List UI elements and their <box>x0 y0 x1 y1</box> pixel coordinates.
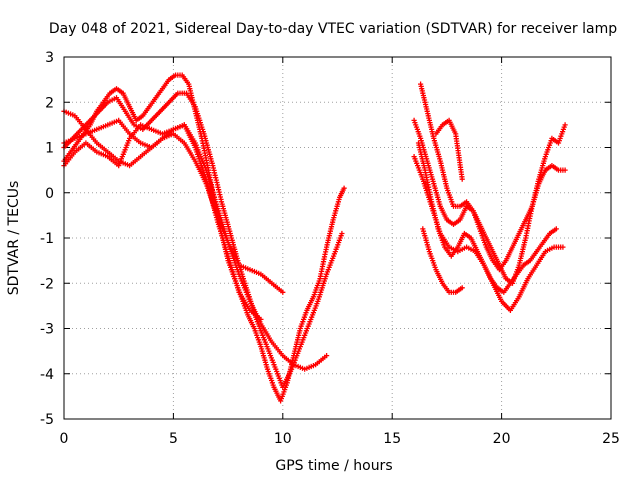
data-point <box>562 167 568 173</box>
data-point <box>209 198 215 204</box>
data-point <box>258 316 264 323</box>
data-points <box>61 72 568 404</box>
x-tick-label: 20 <box>493 431 511 447</box>
data-point <box>212 210 218 216</box>
y-axis-label: SDTVAR / TECUs <box>6 181 22 296</box>
data-point <box>280 289 286 295</box>
y-tick-label: -1 <box>40 231 54 247</box>
y-tick-label: -3 <box>40 322 54 338</box>
grid-lines <box>64 57 611 419</box>
plot-frame <box>63 56 612 420</box>
y-tick-label: -2 <box>40 276 54 292</box>
x-tick-label: 10 <box>274 431 292 447</box>
y-tick-labels: -5 -4 -3 -2 -1 0 1 2 3 <box>40 50 54 428</box>
x-tick-labels: 0 5 10 15 20 25 <box>60 431 620 447</box>
data-point <box>213 214 220 221</box>
data-point <box>203 176 209 182</box>
y-tick-label: 3 <box>45 50 54 66</box>
x-tick-label: 15 <box>383 431 401 447</box>
data-point <box>208 193 214 199</box>
data-point <box>562 122 568 128</box>
x-axis-label: GPS time / hours <box>275 458 392 474</box>
x-tick-label: 25 <box>602 431 620 447</box>
data-point <box>459 285 465 291</box>
data-point <box>339 230 345 237</box>
y-tick-label: -4 <box>40 367 54 383</box>
x-tick-label: 0 <box>60 431 69 447</box>
y-tick-label: 2 <box>45 95 54 111</box>
data-point <box>560 244 566 250</box>
data-point <box>459 176 465 182</box>
data-point <box>211 205 217 211</box>
data-point <box>553 226 559 232</box>
y-tick-label: -5 <box>40 412 54 428</box>
x-tick-label: 5 <box>169 431 178 447</box>
data-point <box>204 181 211 187</box>
data-point <box>341 185 347 191</box>
data-point <box>324 353 330 359</box>
y-tick-label: 1 <box>45 141 54 157</box>
chart-title: Day 048 of 2021, Sidereal Day-to-day VTE… <box>49 21 617 37</box>
y-tick-label: 0 <box>45 186 54 202</box>
